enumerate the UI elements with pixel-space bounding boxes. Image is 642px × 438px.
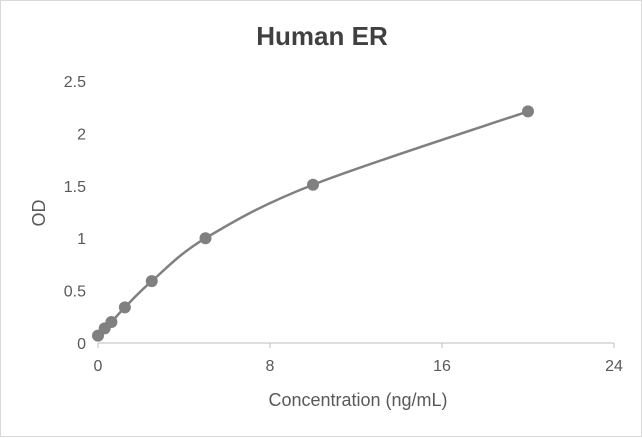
data-point bbox=[105, 316, 118, 329]
y-tick-label: 0 bbox=[77, 336, 86, 353]
x-tick-labels: 0 8 16 24 bbox=[94, 358, 623, 375]
x-tick-marks bbox=[97, 343, 615, 348]
x-tick-label: 8 bbox=[266, 358, 275, 375]
y-tick-labels: 0 0.5 1 1.5 2 2.5 bbox=[64, 74, 86, 353]
x-tick-label: 0 bbox=[94, 358, 103, 375]
series-curve bbox=[97, 110, 529, 337]
x-axis-label: Concentration (ng/mL) bbox=[268, 390, 447, 410]
data-point bbox=[199, 232, 212, 245]
data-point bbox=[118, 301, 131, 314]
y-axis-label: OD bbox=[29, 199, 49, 226]
data-point bbox=[145, 275, 158, 288]
data-point bbox=[307, 178, 319, 191]
data-points bbox=[92, 105, 534, 342]
chart-title: Human ER bbox=[256, 21, 388, 51]
x-tick-label: 24 bbox=[605, 358, 623, 375]
x-tick-label: 16 bbox=[433, 358, 451, 375]
y-tick-label: 0.5 bbox=[64, 284, 86, 301]
data-point bbox=[522, 105, 534, 118]
y-tick-label: 2 bbox=[77, 126, 86, 143]
y-tick-label: 1 bbox=[77, 231, 86, 248]
y-tick-label: 2.5 bbox=[64, 74, 86, 91]
y-tick-label: 1.5 bbox=[64, 179, 86, 196]
